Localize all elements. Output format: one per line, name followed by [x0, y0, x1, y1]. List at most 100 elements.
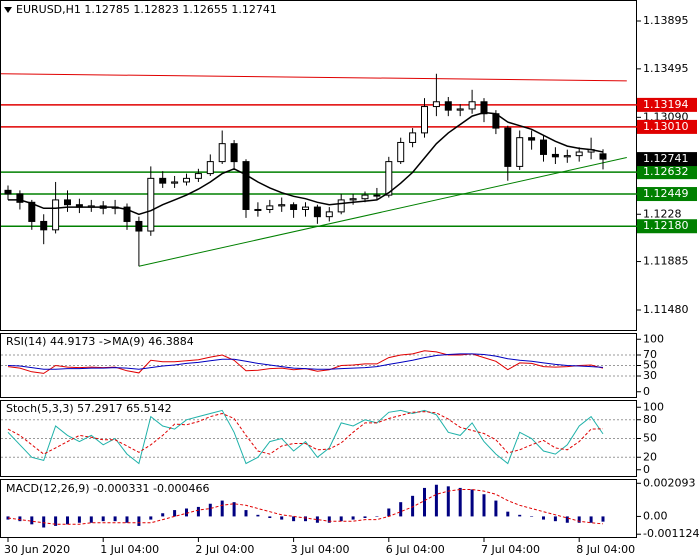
indicator-line [7, 409, 604, 465]
histogram-bar [446, 486, 450, 517]
histogram-bar [494, 500, 498, 517]
histogram-bar [399, 502, 403, 517]
candle-body [123, 206, 131, 222]
histogram-bar [589, 516, 593, 523]
level-label-box [637, 219, 697, 234]
histogram-bar [232, 502, 236, 517]
histogram-bar [208, 503, 212, 517]
candle-body [242, 161, 250, 210]
price-label: 1.12741 [643, 152, 689, 165]
candle-body [171, 181, 179, 184]
histogram-bar [434, 484, 438, 517]
x-tick-label: 7 Jul 04:00 [481, 543, 540, 556]
y-tick-label: 1.13895 [643, 14, 689, 27]
histogram-bar [315, 516, 319, 523]
histogram-bar [351, 516, 355, 520]
candle-body [147, 177, 155, 232]
y-tick-label: 70 [643, 348, 657, 361]
indicator-line [7, 411, 604, 455]
level-label: 1.12632 [643, 165, 689, 178]
histogram-bar [137, 516, 141, 526]
histogram-bar [18, 516, 22, 522]
candle-body [599, 153, 607, 160]
level-label-box [637, 187, 697, 202]
candle-body [254, 208, 262, 211]
histogram-bar [601, 516, 605, 522]
histogram-bar [125, 516, 129, 523]
level-label: 1.12449 [643, 187, 689, 200]
histogram-bar [77, 516, 81, 523]
histogram-bar [113, 516, 117, 522]
indicator-line [7, 489, 604, 525]
candle-body [349, 198, 357, 201]
histogram-bar [173, 510, 177, 517]
histogram-bar [54, 516, 58, 526]
candle-body [4, 189, 12, 195]
x-tick-label: 30 Jun 2020 [4, 543, 70, 556]
histogram-bar [268, 516, 272, 518]
histogram-bar [423, 487, 426, 517]
histogram-bar [101, 516, 105, 522]
y-tick-label: -0.001124 [643, 527, 699, 540]
macd-panel [0, 479, 637, 538]
candle-body [432, 101, 440, 108]
candle-body [313, 206, 321, 218]
symbol-marker [4, 7, 12, 13]
y-tick-label: 1.1228 [643, 207, 682, 220]
histogram-bar [470, 489, 474, 517]
level-label: 1.13194 [643, 98, 689, 111]
candle-body [551, 153, 559, 158]
histogram-bar [280, 516, 284, 520]
indicator-line [7, 353, 604, 370]
histogram-bar [577, 516, 581, 523]
candle-body [540, 139, 547, 155]
y-tick-label: 0 [643, 385, 650, 398]
candle-body [278, 204, 286, 207]
candle-body [135, 220, 143, 232]
rsi-title: RSI(14) 44.9173 ->MA(9) 46.3884 [6, 335, 194, 348]
histogram-bar [458, 487, 462, 517]
y-tick-label: 100 [643, 332, 664, 345]
y-tick-label: 1.11885 [643, 255, 689, 268]
candle-body [325, 211, 333, 218]
histogram-bar [518, 514, 522, 517]
candle-body [575, 151, 583, 157]
histogram-bar [66, 516, 69, 525]
histogram-bar [220, 500, 224, 517]
candle-body [206, 161, 214, 175]
histogram-bar [363, 516, 367, 518]
histogram-bar [387, 508, 391, 517]
stoch-panel [0, 400, 637, 477]
trendline [138, 157, 627, 267]
candle-body [183, 177, 190, 183]
candle-body [385, 161, 393, 196]
histogram-bar [42, 516, 46, 528]
histogram-bar [530, 516, 534, 517]
level-label: 1.13010 [643, 120, 689, 133]
y-tick-label: 100 [643, 400, 664, 413]
y-tick-label: 0 [643, 463, 650, 476]
histogram-bar [89, 516, 93, 523]
histogram-bar [553, 516, 557, 522]
rsi-panel [0, 333, 637, 398]
candle-body [409, 132, 417, 143]
histogram-bar [292, 516, 296, 522]
x-tick-label: 3 Jul 04:00 [291, 543, 350, 556]
histogram-bar [244, 510, 248, 517]
y-tick-label: 80 [643, 413, 657, 426]
histogram-bar [375, 516, 379, 517]
main-panel [0, 0, 637, 331]
candle-body [563, 155, 571, 158]
histogram-bar [506, 511, 510, 517]
histogram-bar [161, 513, 165, 517]
histogram-bar [411, 495, 415, 517]
candle-body [444, 101, 452, 111]
candle-body [194, 173, 202, 179]
histogram-bar [565, 516, 569, 523]
level-label-box [637, 165, 697, 180]
y-tick-label: 1.11480 [643, 303, 689, 316]
candle-body [421, 106, 428, 134]
histogram-bar [185, 508, 188, 517]
